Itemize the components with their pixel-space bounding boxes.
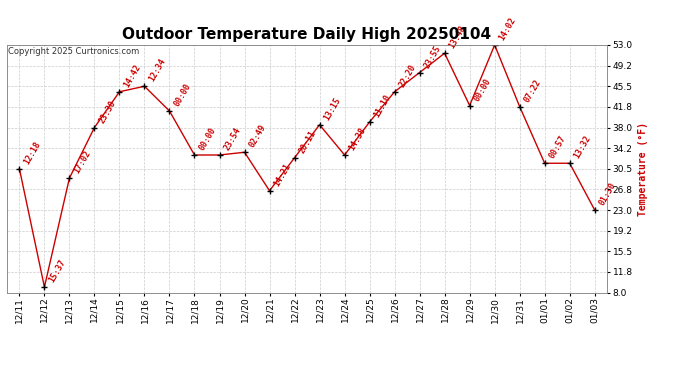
Text: 00:00: 00:00 <box>473 76 493 103</box>
Text: 13:15: 13:15 <box>322 96 343 122</box>
Text: 17:02: 17:02 <box>72 149 92 176</box>
Text: 14:42: 14:42 <box>122 63 143 89</box>
Text: 20:11: 20:11 <box>297 129 317 155</box>
Text: 00:00: 00:00 <box>172 82 193 108</box>
Text: 13:48: 13:48 <box>447 24 468 51</box>
Text: 12:18: 12:18 <box>22 140 43 166</box>
Text: 00:57: 00:57 <box>547 134 568 160</box>
Y-axis label: Temperature (°F): Temperature (°F) <box>638 122 649 216</box>
Text: Copyright 2025 Curtronics.com: Copyright 2025 Curtronics.com <box>8 48 139 57</box>
Text: 00:00: 00:00 <box>197 126 217 152</box>
Text: 14:38: 14:38 <box>347 126 368 152</box>
Text: 14:21: 14:21 <box>273 162 293 188</box>
Text: 23:30: 23:30 <box>97 99 117 125</box>
Title: Outdoor Temperature Daily High 20250104: Outdoor Temperature Daily High 20250104 <box>123 27 491 42</box>
Text: 12:34: 12:34 <box>147 57 168 84</box>
Text: 07:22: 07:22 <box>522 78 543 104</box>
Text: 14:02: 14:02 <box>497 16 518 42</box>
Text: 02:49: 02:49 <box>247 123 268 150</box>
Text: 22:20: 22:20 <box>397 63 417 89</box>
Text: 15:37: 15:37 <box>47 258 68 284</box>
Text: 01:30: 01:30 <box>598 181 618 207</box>
Text: 23:54: 23:54 <box>222 126 243 152</box>
Text: 11:10: 11:10 <box>373 93 393 119</box>
Text: 13:32: 13:32 <box>573 134 593 160</box>
Text: 23:55: 23:55 <box>422 44 443 70</box>
